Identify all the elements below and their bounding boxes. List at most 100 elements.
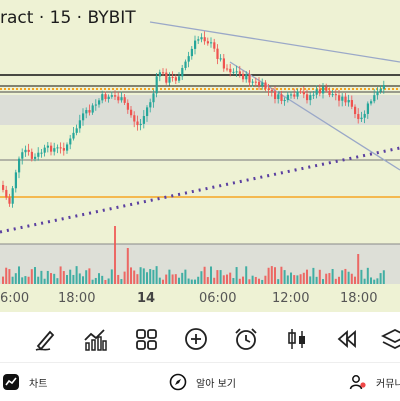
volume-bar (110, 269, 113, 284)
chart-area[interactable]: ract · 15 · BYBIT 6:00 18:00 14 06:00 12… (0, 0, 400, 312)
nav-community[interactable]: 커뮤니 (349, 371, 400, 393)
replay-icon[interactable] (332, 324, 362, 354)
candle-body (302, 91, 305, 95)
volume-bar (75, 266, 78, 284)
volume-bar (72, 274, 75, 284)
trendline-dotted[interactable] (0, 146, 400, 234)
candle-body (219, 58, 222, 60)
candle-body (210, 42, 213, 44)
price-chart[interactable] (0, 0, 400, 312)
volume-bar (286, 275, 289, 284)
candle-body (341, 96, 344, 101)
volume-bar (216, 270, 219, 284)
volume-bar (11, 276, 14, 284)
add-icon[interactable] (181, 324, 211, 354)
trendline-top[interactable] (149, 21, 400, 63)
layout-grid-icon[interactable] (131, 324, 161, 354)
candle-body (213, 42, 216, 49)
volume-bar (88, 268, 91, 284)
nav-explore[interactable]: 알아 보기 (169, 371, 236, 393)
candle-body (181, 67, 184, 77)
candle-body (162, 72, 165, 74)
candle-body (187, 56, 190, 62)
candle-body (325, 86, 328, 91)
candle-body (59, 147, 62, 149)
volume-bar (251, 275, 254, 284)
candle-body (168, 76, 171, 83)
nav-chart[interactable]: 차트 (2, 371, 47, 393)
volume-bar (354, 276, 356, 284)
volume-bar (197, 276, 200, 284)
candle-body (21, 152, 24, 159)
candle-body (229, 68, 232, 73)
candle-body (344, 96, 347, 103)
trendline-down[interactable] (229, 61, 400, 171)
candle-body (286, 94, 289, 101)
candle-body (114, 95, 117, 97)
community-icon (349, 375, 366, 390)
volume-bar (366, 267, 369, 284)
volume-bar (5, 267, 8, 284)
candle-body (264, 82, 267, 89)
volume-bar (203, 266, 206, 284)
volume-bar (43, 278, 46, 284)
candle-body (82, 113, 85, 121)
candle-body (53, 148, 56, 152)
volume-bar (235, 267, 238, 284)
volume-bar (309, 276, 312, 284)
volume-bar (341, 270, 344, 284)
volume-bar (78, 273, 81, 284)
volume-bar (242, 276, 244, 284)
volume-bar (283, 270, 286, 284)
candle-body (194, 40, 197, 49)
candle-body (322, 86, 325, 94)
volume-bar (280, 266, 283, 284)
candle-body (46, 145, 49, 148)
candle-body (306, 94, 309, 101)
candle-body (315, 89, 318, 95)
alarm-icon[interactable] (231, 324, 261, 354)
volume-bar (168, 269, 171, 284)
candle-body (184, 61, 187, 68)
time-label-0600-b: 06:00 (199, 291, 237, 306)
volume-bar (184, 269, 187, 284)
indicators-icon[interactable] (80, 324, 110, 354)
candles-icon[interactable] (282, 324, 312, 354)
volume-bar (174, 274, 177, 284)
candle-body (43, 147, 46, 153)
chart-title[interactable]: ract · 15 · BYBIT (0, 8, 136, 28)
compass-icon (169, 373, 187, 391)
volume-bar (142, 268, 145, 284)
volume-bar (213, 277, 216, 284)
volume-bar (171, 274, 174, 284)
candle-body (312, 94, 315, 96)
candle-body (245, 74, 248, 80)
candle-body (155, 76, 158, 94)
volume-bar (59, 266, 62, 284)
candle-body (136, 121, 139, 126)
volume-bar (146, 272, 148, 284)
draw-pen-icon[interactable] (30, 324, 60, 354)
candle-body (27, 149, 30, 152)
candle-body (270, 90, 273, 92)
volume-bar (91, 279, 94, 284)
candle-body (376, 91, 379, 96)
volume-bar (114, 226, 116, 284)
candle-body (14, 172, 17, 189)
volume-bar (347, 271, 350, 284)
candle-body (222, 58, 225, 69)
volume-bar (238, 278, 241, 284)
volume-bar (306, 269, 308, 284)
candle-body (85, 110, 88, 114)
volume-bar (66, 274, 68, 284)
volume-bar (322, 279, 324, 284)
bottom-navigation: 차트 알아 보기 커뮤니 (0, 362, 400, 401)
nav-community-label: 커뮤니 (376, 378, 400, 390)
volume-bar (350, 273, 353, 284)
layers-icon[interactable] (380, 324, 400, 354)
volume-bar (101, 275, 104, 284)
candle-body (104, 94, 107, 100)
candle-body (37, 152, 40, 157)
candle-body (126, 102, 129, 110)
candle-body (130, 109, 133, 116)
